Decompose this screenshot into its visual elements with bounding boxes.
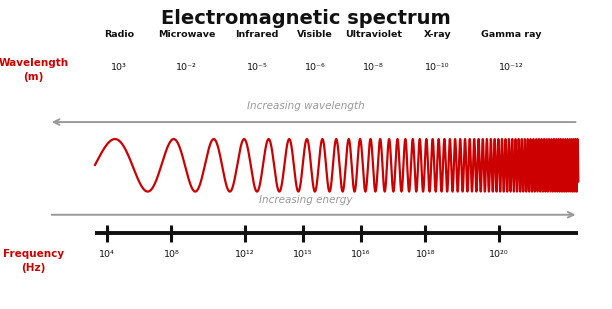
Text: Frequency
(Hz): Frequency (Hz) (3, 249, 64, 273)
Text: 10⁻⁶: 10⁻⁶ (305, 63, 326, 72)
Text: Visible: Visible (297, 30, 333, 39)
Text: 10¹⁶: 10¹⁶ (351, 250, 371, 259)
Text: 10³: 10³ (111, 63, 127, 72)
Text: Wavelength
(m): Wavelength (m) (0, 57, 69, 82)
Text: Increasing energy: Increasing energy (259, 196, 353, 205)
Text: Ultraviolet: Ultraviolet (345, 30, 402, 39)
Text: 10⁴: 10⁴ (99, 250, 115, 259)
Text: 10¹²: 10¹² (235, 250, 255, 259)
Text: X-ray: X-ray (424, 30, 452, 39)
Text: 10⁻⁵: 10⁻⁵ (247, 63, 267, 72)
Text: Radio: Radio (104, 30, 135, 39)
Text: 10⁻¹⁰: 10⁻¹⁰ (425, 63, 450, 72)
Text: 10⁻²: 10⁻² (176, 63, 197, 72)
Text: Microwave: Microwave (158, 30, 215, 39)
Text: 10⁸: 10⁸ (163, 250, 179, 259)
Text: 10⁻⁸: 10⁻⁸ (363, 63, 384, 72)
Text: 10²⁰: 10²⁰ (489, 250, 509, 259)
Text: Increasing wavelength: Increasing wavelength (247, 101, 365, 111)
Text: 10¹⁸: 10¹⁸ (416, 250, 435, 259)
Text: Gamma ray: Gamma ray (481, 30, 541, 39)
Text: 10⁻¹²: 10⁻¹² (499, 63, 523, 72)
Text: Electromagnetic spectrum: Electromagnetic spectrum (161, 9, 451, 28)
Text: 10¹⁵: 10¹⁵ (293, 250, 313, 259)
Text: Infrared: Infrared (236, 30, 278, 39)
